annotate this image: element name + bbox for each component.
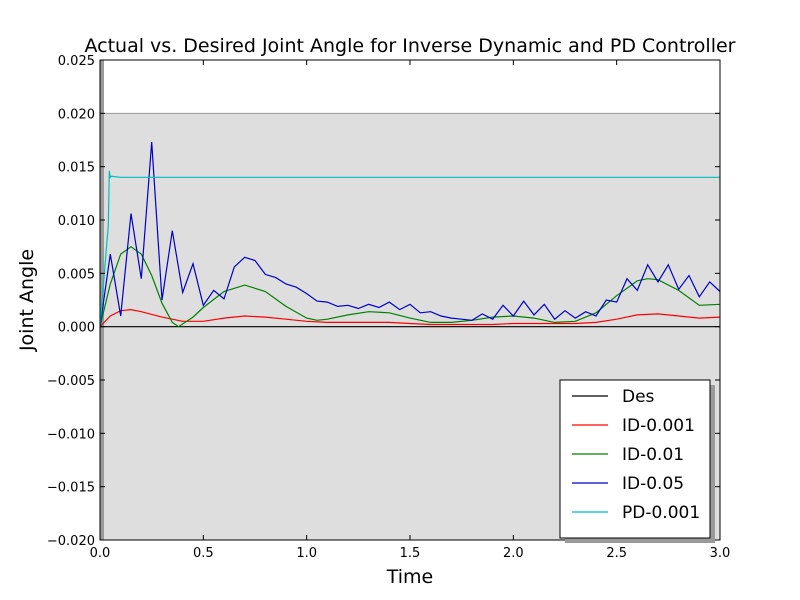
y-tick-label: −0.020 — [47, 534, 95, 549]
x-tick-label: 1.5 — [400, 546, 421, 561]
legend: Des ID-0.001 ID-0.01 ID-0.05 PD-0.001 — [559, 379, 715, 543]
legend-label: ID-0.001 — [622, 416, 695, 436]
y-tick-label: 0.025 — [58, 54, 95, 69]
x-tick-label: 0.0 — [90, 546, 111, 561]
x-tick-label: 1.0 — [296, 546, 317, 561]
x-tick-label: 0.5 — [193, 546, 214, 561]
x-axis: 0.0 0.5 1.0 1.5 2.0 2.5 3.0 — [90, 60, 731, 561]
y-tick-label: 0.015 — [58, 161, 95, 176]
x-axis-title: Time — [386, 566, 434, 588]
series-line-id-0-001 — [100, 308, 720, 328]
legend-label: Des — [622, 387, 655, 407]
y-tick-label: 0.010 — [58, 214, 95, 229]
y-tick-label: 0.005 — [58, 267, 95, 282]
series-line-id-0-01 — [100, 245, 720, 328]
y-axis-title: Joint Angle — [16, 249, 38, 352]
series-group — [100, 142, 720, 328]
y-tick-label: −0.010 — [47, 427, 95, 442]
y-tick-label: 0.020 — [58, 107, 95, 122]
legend-label: ID-0.05 — [622, 474, 684, 494]
y-axis: −0.020 −0.015 −0.010 −0.005 0.000 0.005 0.010 0… — [47, 54, 720, 549]
y-tick-label: −0.015 — [47, 481, 95, 496]
legend-label: PD-0.001 — [622, 503, 700, 523]
x-tick-label: 2.0 — [503, 546, 524, 561]
x-tick-label: 2.5 — [606, 546, 627, 561]
series-line-id-0-05 — [100, 142, 720, 327]
legend-label: ID-0.01 — [622, 445, 684, 465]
y-tick-label: 0.000 — [58, 321, 95, 336]
y-tick-label: −0.005 — [47, 374, 95, 389]
x-tick-label: 3.0 — [710, 546, 731, 561]
chart-title: Actual vs. Desired Joint Angle for Inver… — [84, 35, 735, 57]
series-line-pd-0-001 — [100, 170, 720, 327]
